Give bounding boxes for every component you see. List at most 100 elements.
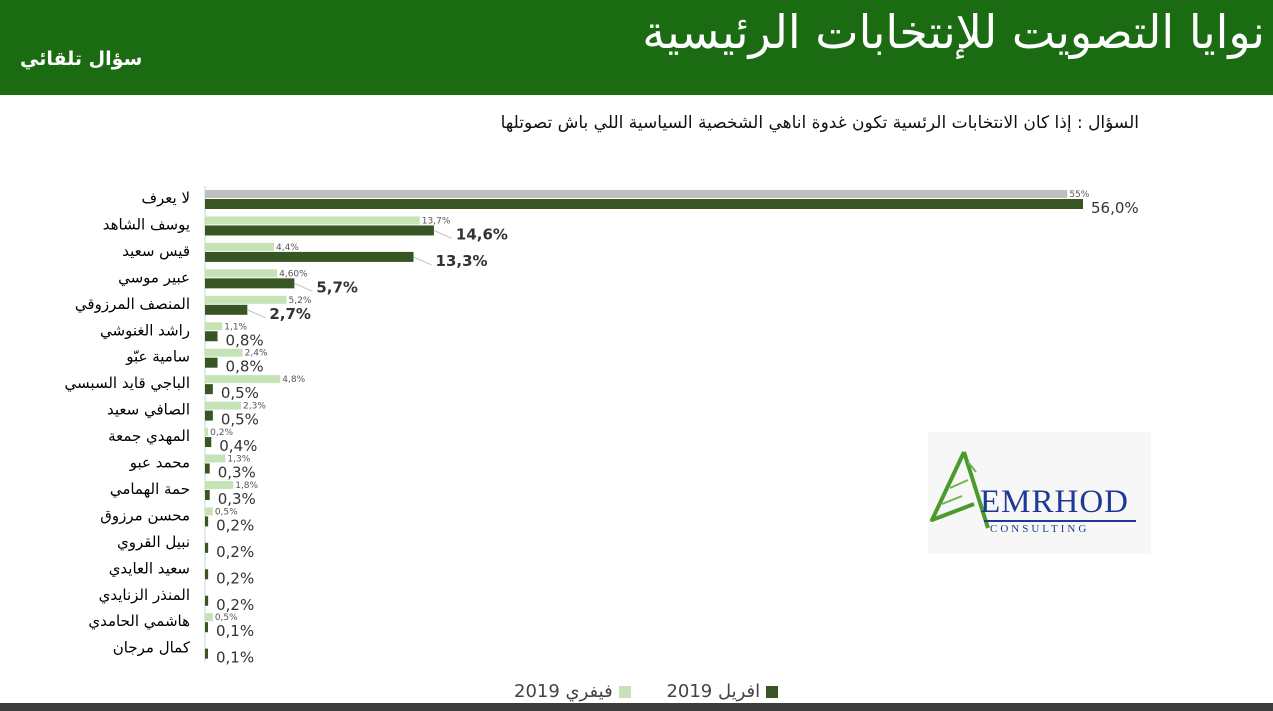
category-label: عبير موسي [118, 268, 190, 287]
bar-apr [205, 648, 208, 659]
legend-swatch-feb [618, 686, 631, 698]
bar-feb [205, 454, 226, 463]
logo-name: EMRHOD [980, 484, 1130, 520]
bar-feb [205, 190, 1068, 198]
data-label-apr: 0,4% [219, 437, 257, 455]
data-label-apr: 5,7% [316, 278, 358, 296]
bar-feb [205, 480, 234, 489]
category-label: سعيد العايدي [109, 559, 190, 578]
data-label-apr: 0,5% [221, 411, 259, 429]
data-label-feb: 55% [1069, 190, 1089, 200]
data-label-leader [413, 256, 432, 266]
data-label-apr: 14,6% [456, 225, 508, 243]
bar-feb [205, 242, 274, 251]
bar-apr [205, 437, 212, 448]
bar-apr [205, 489, 210, 500]
data-label-apr: 56,0% [1091, 199, 1139, 217]
bar-feb [205, 375, 281, 384]
category-label: الباجي قايد السبسي [65, 374, 190, 393]
page-title: نوايا التصويت للإنتخابات الرئيسية [642, 5, 1265, 59]
bar-feb [205, 269, 278, 278]
logo-triangle-icon [930, 451, 990, 529]
bar-feb [205, 507, 213, 516]
data-label-apr: 0,2% [216, 596, 254, 614]
bar-feb [205, 322, 223, 331]
category-label: المنذر الزنايدي [99, 586, 190, 605]
data-label-apr: 0,2% [216, 543, 254, 561]
data-label-feb: 1,3% [227, 455, 250, 465]
header-banner: نوايا التصويت للإنتخابات الرئيسية سؤال ت… [0, 0, 1273, 95]
category-label: محسن مرزوق [100, 506, 190, 524]
data-label-apr: 0,5% [221, 384, 259, 402]
data-label-feb: 1,8% [235, 481, 258, 491]
bar-apr [205, 199, 1083, 209]
bar-apr [205, 357, 218, 368]
category-label: قيس سعيد [122, 242, 190, 260]
data-label-feb: 1,1% [224, 322, 247, 332]
logo-subtitle: CONSULTING [990, 523, 1090, 535]
category-label: سامية عبّو [125, 348, 190, 366]
data-label-feb: 4,8% [282, 375, 305, 385]
bar-apr [205, 225, 434, 236]
data-label-apr: 0,2% [216, 516, 254, 534]
bar-apr [205, 622, 208, 633]
legend-label-feb: فيفري 2019 [514, 681, 613, 702]
category-label: يوسف الشاهد [103, 215, 190, 233]
bar-feb [205, 401, 242, 410]
data-label-feb: 2,4% [245, 349, 268, 359]
bar-feb [205, 348, 243, 357]
bar-feb [205, 295, 287, 304]
legend-item-apr: افريل 2019 [666, 681, 779, 702]
bottom-rule [0, 703, 1273, 711]
category-label: المهدي جمعة [108, 427, 190, 446]
bar-apr [205, 331, 218, 342]
bar-feb [205, 428, 209, 437]
bar-apr [205, 569, 209, 580]
data-label-apr: 0,1% [216, 622, 254, 640]
data-label-apr: 0,8% [226, 358, 264, 376]
legend-item-feb: فيفري 2019 [514, 681, 631, 702]
data-label-feb: 0,2% [210, 428, 233, 438]
category-label: لا يعرف [141, 189, 190, 207]
category-label: حمة الهمامي [110, 480, 190, 499]
data-label-apr: 0,1% [216, 649, 254, 667]
data-label-feb: 0,5% [215, 613, 238, 623]
data-label-apr: 0,3% [218, 490, 256, 508]
bar-apr [205, 304, 248, 315]
data-label-apr: 13,3% [436, 252, 488, 270]
company-logo: EMRHOD CONSULTING [928, 432, 1151, 554]
category-label: راشد الغنوشي [100, 321, 190, 340]
data-label-feb: 4,60% [279, 269, 308, 279]
legend-label-apr: افريل 2019 [666, 681, 761, 702]
data-label-apr: 0,2% [216, 569, 254, 587]
data-label-apr: 2,7% [269, 305, 311, 323]
data-label-feb: 13,7% [422, 216, 451, 226]
data-label-leader [433, 229, 453, 239]
category-label: الصافي سعيد [107, 401, 190, 420]
bar-apr [205, 595, 209, 606]
data-label-apr: 0,8% [226, 331, 264, 349]
category-label: محمد عبو [129, 454, 190, 472]
category-label: نبيل القروي [117, 533, 190, 552]
data-label-leader [294, 282, 313, 292]
survey-question: السؤال : إذا كان الانتخابات الرئسية تكون… [500, 113, 1139, 133]
category-label: المنصف المرزوقي [75, 295, 190, 314]
legend-swatch-apr [766, 686, 779, 698]
bar-feb [205, 613, 213, 622]
bar-apr [205, 516, 209, 527]
category-label: كمال مرجان [113, 639, 191, 657]
header-tag: سؤال تلقائي [20, 48, 143, 70]
category-label: هاشمي الحامدي [88, 612, 190, 631]
bar-apr [205, 251, 414, 262]
data-label-apr: 0,3% [218, 464, 256, 482]
bar-apr [205, 384, 213, 395]
data-label-feb: 5,2% [289, 296, 312, 306]
bar-apr [205, 463, 210, 474]
bar-apr [205, 410, 213, 421]
data-label-leader [247, 309, 266, 319]
data-label-feb: 0,5% [215, 507, 238, 517]
bar-apr [205, 278, 295, 289]
data-label-feb: 2,3% [243, 402, 266, 412]
bar-feb [205, 216, 420, 225]
